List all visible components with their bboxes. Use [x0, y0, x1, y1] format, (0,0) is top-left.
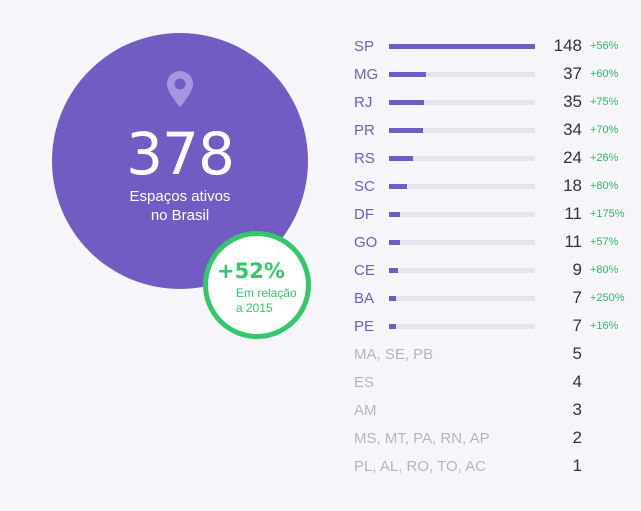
bar-track: [389, 268, 535, 273]
count-value: 7: [572, 316, 582, 335]
bar-track: [389, 296, 535, 301]
count-value: 37: [563, 64, 582, 83]
state-row: PE 7 +16%: [0, 313, 641, 341]
state-label: MA, SE, PB: [354, 346, 434, 363]
location-pin-icon: [167, 71, 193, 107]
state-label: CE: [354, 262, 375, 279]
growth-change: +70%: [590, 124, 619, 136]
count-value: 9: [572, 260, 582, 279]
bar-track: [389, 100, 535, 105]
bar-track: [389, 44, 535, 49]
bar-track: [389, 324, 535, 329]
state-label: MG: [354, 66, 379, 83]
count-value: 11: [564, 204, 582, 223]
state-label: GO: [354, 234, 378, 251]
state-row: ES 4: [0, 369, 641, 397]
growth-change: +80%: [590, 180, 619, 192]
state-row: PR 34 +70%: [0, 117, 641, 145]
count-value: 1: [572, 456, 582, 475]
growth-change: +80%: [590, 264, 619, 276]
state-row: RJ 35 +75%: [0, 89, 641, 117]
bar: [389, 324, 396, 329]
growth-change: +75%: [590, 96, 619, 108]
bar-track: [389, 72, 535, 77]
state-row: MA, SE, PB 5: [0, 341, 641, 369]
total-spaces-label: Espaços ativos no Brasil: [129, 188, 231, 224]
state-label: PR: [354, 122, 375, 139]
growth-change: +57%: [590, 236, 619, 248]
growth-change: +56%: [590, 40, 619, 52]
state-row: BA 7 +250%: [0, 285, 641, 313]
state-label: RS: [354, 150, 375, 167]
growth-change: +175%: [590, 208, 625, 220]
state-row: GO 11 +57%: [0, 229, 641, 257]
count-value: 3: [572, 400, 582, 419]
bar: [389, 184, 407, 189]
bar-track: [389, 156, 535, 161]
count-value: 18: [563, 176, 582, 195]
state-row: MG 37 +60%: [0, 61, 641, 89]
state-label: ES: [354, 374, 375, 391]
state-row: DF 11 +175%: [0, 201, 641, 229]
bar: [389, 240, 400, 245]
state-label: SC: [354, 178, 375, 195]
growth-change: +60%: [590, 68, 619, 80]
growth-change: +250%: [590, 292, 625, 304]
state-label: DF: [354, 206, 374, 223]
state-row: MS, MT, PA, RN, AP 2: [0, 425, 641, 453]
count-value: 4: [572, 372, 582, 391]
count-value: 7: [572, 288, 582, 307]
count-value: 11: [564, 232, 582, 251]
bar: [389, 100, 424, 105]
state-label: PL, AL, RO, TO, AC: [354, 458, 487, 475]
state-label: SP: [354, 38, 375, 55]
state-row: CE 9 +80%: [0, 257, 641, 285]
count-value: 2: [572, 428, 582, 447]
state-row: PL, AL, RO, TO, AC 1: [0, 453, 641, 481]
bar-track: [389, 240, 535, 245]
count-value: 35: [563, 92, 582, 111]
bar-track: [389, 212, 535, 217]
bar-track: [389, 128, 535, 133]
bar: [389, 296, 396, 301]
bar-track: [389, 184, 535, 189]
growth-value: +52%: [217, 259, 285, 283]
growth-change: +16%: [590, 320, 619, 332]
growth-badge: [203, 231, 311, 339]
state-row: SP 148 +56%: [0, 33, 641, 61]
bar: [389, 72, 426, 77]
state-row: SC 18 +80%: [0, 173, 641, 201]
bar: [389, 44, 535, 49]
state-label: MS, MT, PA, RN, AP: [354, 430, 490, 447]
growth-change: +26%: [590, 152, 619, 164]
count-value: 34: [563, 120, 582, 139]
state-row: AM 3: [0, 397, 641, 425]
bar: [389, 128, 423, 133]
state-label: RJ: [354, 94, 373, 111]
count-value: 148: [553, 36, 582, 55]
state-row: RS 24 +26%: [0, 145, 641, 173]
count-value: 5: [572, 344, 582, 363]
growth-caption: Em relação a 2015: [236, 286, 297, 315]
state-label: PE: [354, 318, 375, 335]
bar: [389, 156, 413, 161]
state-label: AM: [354, 402, 377, 419]
total-spaces-value: 378: [126, 120, 235, 188]
state-label: BA: [354, 290, 375, 307]
bar: [389, 212, 400, 217]
bar: [389, 268, 398, 273]
count-value: 24: [563, 148, 582, 167]
